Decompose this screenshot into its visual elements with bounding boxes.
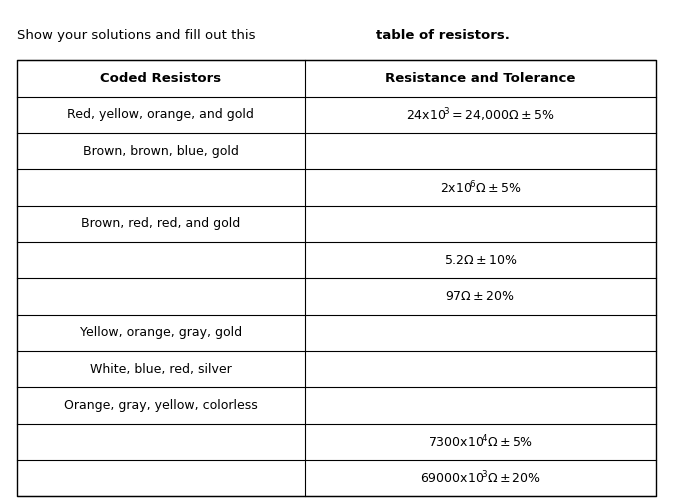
Text: $\mathrm{69000 x 10}\!^{3}\mathrm{ \Omega\pm20\%}$: $\mathrm{69000 x 10}\!^{3}\mathrm{ \Omeg…: [420, 470, 541, 486]
Text: Show your solutions and fill out this: Show your solutions and fill out this: [17, 29, 260, 42]
Text: Red, yellow, orange, and gold: Red, yellow, orange, and gold: [67, 108, 254, 121]
Text: Coded Resistors: Coded Resistors: [100, 72, 221, 85]
Text: $\mathrm{24 x 10}\!^{3}\mathrm{ = 24{,}000 \Omega\pm5\%}$: $\mathrm{24 x 10}\!^{3}\mathrm{ = 24{,}0…: [406, 106, 555, 124]
Text: $\mathrm{97 \Omega\pm20\%}$: $\mathrm{97 \Omega\pm20\%}$: [446, 290, 516, 303]
Text: Resistance and Tolerance: Resistance and Tolerance: [385, 72, 575, 85]
Bar: [17, 60, 656, 496]
Text: $\mathrm{7300 x 10}\!^{4}\mathrm{ \Omega\pm5\%}$: $\mathrm{7300 x 10}\!^{4}\mathrm{ \Omega…: [428, 433, 533, 450]
Text: Yellow, orange, gray, gold: Yellow, orange, gray, gold: [79, 327, 242, 340]
Text: $\mathrm{2 x 10}\!^{6}\mathrm{ \Omega\pm5\%}$: $\mathrm{2 x 10}\!^{6}\mathrm{ \Omega\pm…: [439, 179, 521, 196]
Text: White, blue, red, silver: White, blue, red, silver: [90, 363, 232, 376]
Text: table of resistors.: table of resistors.: [376, 29, 509, 42]
Text: Orange, gray, yellow, colorless: Orange, gray, yellow, colorless: [64, 399, 258, 412]
Text: $\mathrm{5.2 \Omega\pm10\%}$: $\mathrm{5.2 \Omega\pm10\%}$: [444, 254, 517, 267]
Text: Brown, brown, blue, gold: Brown, brown, blue, gold: [83, 145, 239, 158]
Text: Brown, red, red, and gold: Brown, red, red, and gold: [81, 217, 240, 230]
